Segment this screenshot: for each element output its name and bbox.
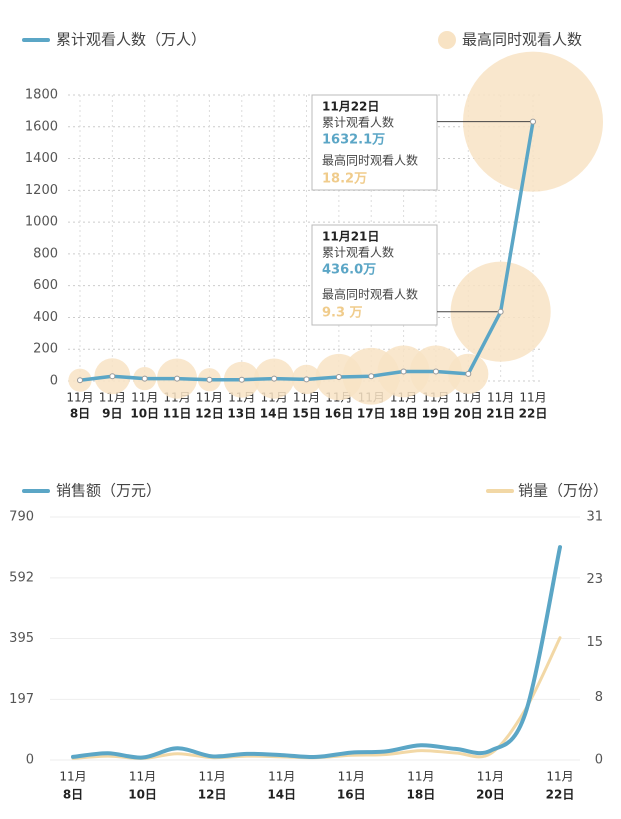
x-tick-month: 11月 — [99, 391, 126, 405]
x-tick-day: 12日 — [195, 407, 224, 421]
legend-label: 最高同时观看人数 — [462, 31, 582, 49]
x-tick-month: 11月 — [455, 391, 482, 405]
annotation-box — [311, 94, 438, 191]
x-tick-month: 11月 — [131, 391, 158, 405]
point — [432, 368, 439, 375]
x-tick-month: 11月 — [293, 391, 320, 405]
x-tick-day: 13日 — [227, 407, 256, 421]
y-tick-label: 600 — [33, 278, 58, 293]
x-tick-day: 12日 — [198, 788, 227, 802]
point — [530, 118, 536, 125]
annotation-label: 最高同时观看人数 — [322, 153, 418, 168]
point — [174, 375, 181, 382]
point — [335, 374, 342, 381]
x-tick-day: 16日 — [325, 407, 354, 421]
y-tick-label: 0 — [50, 374, 58, 389]
point — [271, 375, 278, 382]
series-line — [71, 545, 562, 760]
point — [141, 375, 148, 382]
annotation-value: 18.2万 — [322, 172, 367, 187]
y-tick-label: 197 — [9, 692, 34, 707]
x-tick-day: 22日 — [546, 788, 575, 802]
point — [109, 373, 116, 380]
annotation-date: 11月21日 — [322, 230, 379, 244]
x-tick-day: 14日 — [260, 407, 289, 421]
y-tick-label: 1800 — [25, 88, 58, 103]
x-tick-month: 11月 — [477, 770, 504, 784]
series-line — [71, 636, 562, 760]
annotation-date: 11月22日 — [322, 100, 379, 114]
x-tick-month: 11月 — [129, 770, 156, 784]
point — [206, 376, 213, 383]
x-tick-day: 10日 — [128, 788, 157, 802]
x-tick-day: 15日 — [292, 407, 321, 421]
annotation-box — [311, 224, 438, 326]
x-tick-day: 8日 — [63, 788, 83, 802]
x-tick-month: 11月 — [487, 391, 514, 405]
point — [238, 376, 245, 383]
y-tick-label: 1000 — [25, 215, 58, 230]
y-tick-label: 592 — [9, 570, 34, 585]
x-tick-day: 9日 — [102, 407, 122, 421]
x-tick-month: 11月 — [199, 770, 226, 784]
x-tick-day: 19日 — [422, 407, 451, 421]
x-tick-month: 11月 — [407, 770, 434, 784]
y2-tick-label: 31 — [586, 510, 603, 525]
x-tick-day: 20日 — [454, 407, 483, 421]
y-tick-label: 395 — [9, 631, 34, 646]
x-tick-day: 10日 — [130, 407, 159, 421]
legend-label: 销售额（万元） — [56, 482, 161, 500]
y-tick-label: 0 — [26, 753, 34, 768]
y-tick-label: 1200 — [25, 183, 58, 198]
x-tick-day: 21日 — [486, 407, 515, 421]
y-tick-label: 200 — [33, 342, 58, 357]
x-tick-day: 16日 — [337, 788, 366, 802]
y-tick-label: 400 — [33, 310, 58, 325]
x-tick-month: 11月 — [338, 770, 365, 784]
x-tick-day: 11日 — [163, 407, 192, 421]
x-tick-day: 18日 — [407, 788, 436, 802]
annotation-label: 最高同时观看人数 — [322, 287, 418, 302]
x-tick-day: 22日 — [519, 407, 548, 421]
point — [497, 308, 504, 315]
annotation-label: 累计观看人数 — [322, 115, 394, 130]
legend-label: 销量（万份） — [518, 482, 608, 500]
point — [400, 368, 407, 375]
y-tick-label: 1400 — [25, 151, 58, 166]
y2-tick-label: 8 — [595, 690, 603, 705]
point — [303, 376, 310, 383]
point — [465, 370, 472, 377]
x-tick-day: 8日 — [70, 407, 90, 421]
x-tick-month: 11月 — [519, 391, 546, 405]
annotation-value: 436.0万 — [322, 263, 376, 278]
x-tick-month: 11月 — [66, 391, 93, 405]
point — [77, 377, 83, 384]
x-tick-day: 14日 — [267, 788, 296, 802]
y2-tick-label: 0 — [595, 753, 603, 768]
annotation-value: 1632.1万 — [322, 133, 385, 148]
x-tick-month: 11月 — [268, 770, 295, 784]
annotation-label: 累计观看人数 — [322, 245, 394, 260]
y-tick-label: 1600 — [25, 119, 58, 134]
x-tick-day: 18日 — [389, 407, 418, 421]
point — [368, 373, 375, 380]
x-tick-month: 11月 — [196, 391, 223, 405]
legend-label: 累计观看人数（万人） — [56, 31, 206, 49]
y-tick-label: 800 — [33, 246, 58, 261]
legend-bubble — [438, 31, 456, 49]
y-tick-label: 790 — [9, 510, 34, 525]
x-tick-day: 20日 — [476, 788, 505, 802]
y2-tick-label: 15 — [586, 635, 603, 650]
annotation-value: 9.3 万 — [322, 306, 363, 321]
y2-tick-label: 23 — [586, 572, 603, 587]
x-tick-day: 17日 — [357, 407, 386, 421]
x-tick-month: 11月 — [59, 770, 86, 784]
x-tick-month: 11月 — [546, 770, 573, 784]
